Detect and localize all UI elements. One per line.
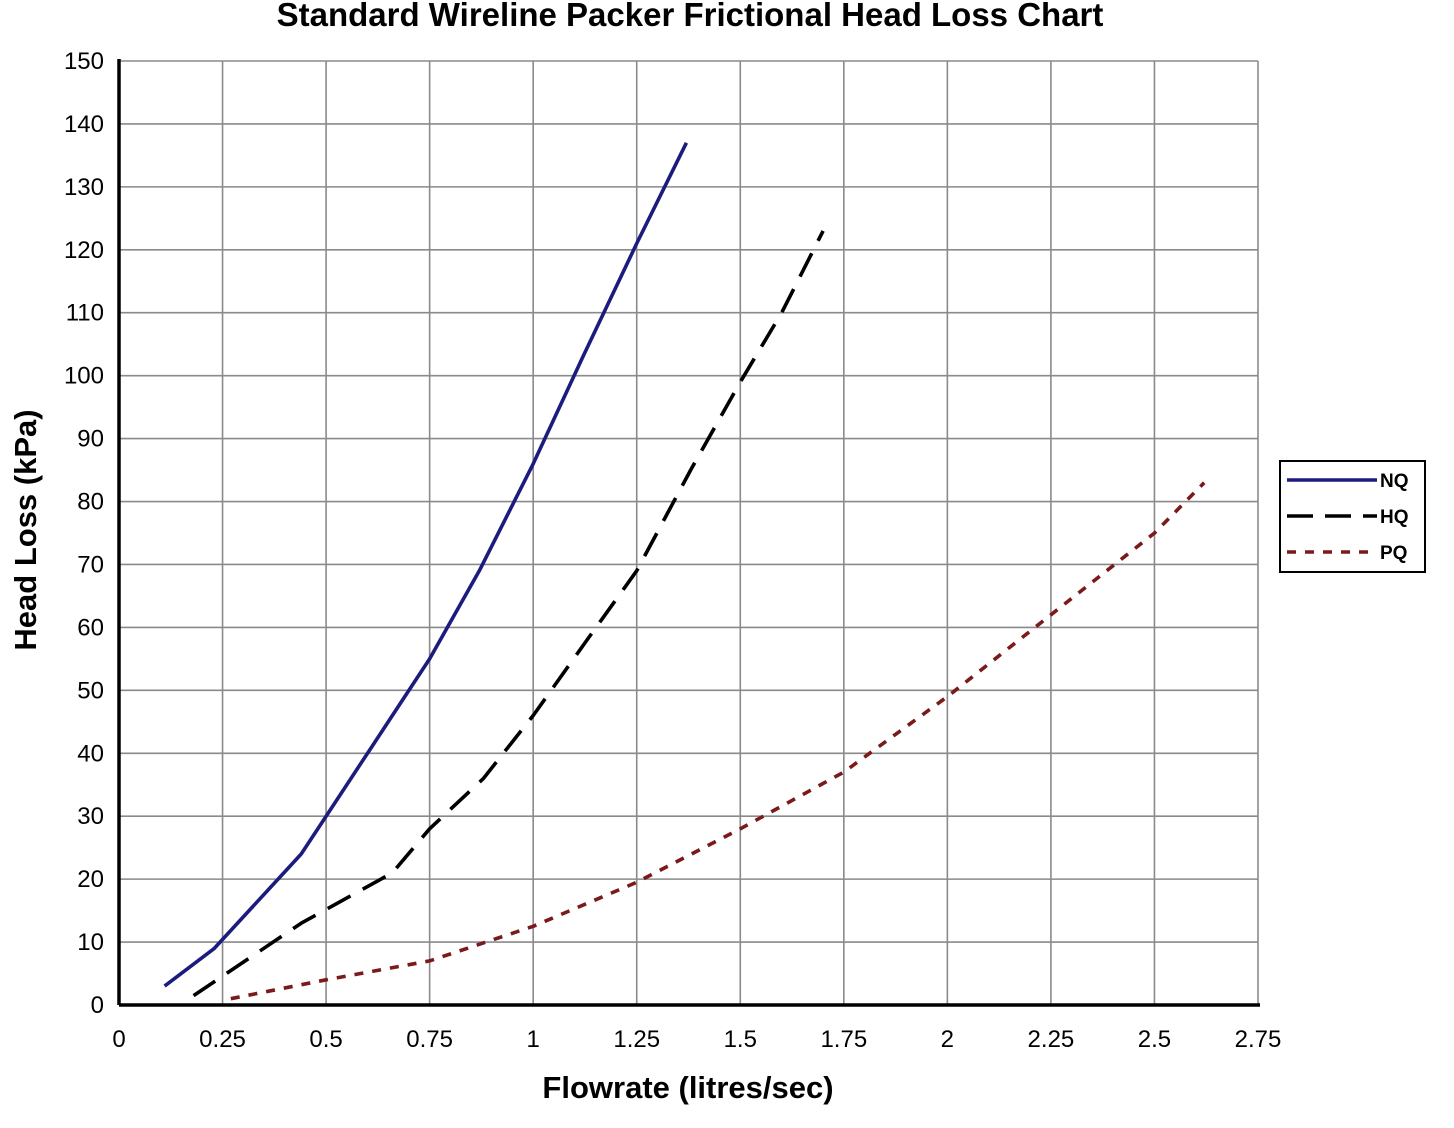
y-tick-label: 130	[64, 174, 104, 201]
y-tick-label: 80	[77, 489, 104, 516]
x-tick-labels: 0 0.25 0.5 0.75 1 1.25 1.5 1.75 2 2.25 2.5 2.75	[112, 1026, 1281, 1053]
y-tick-label: 10	[77, 929, 104, 956]
y-tick-label: 40	[77, 740, 104, 767]
x-tick-label: 2.5	[1138, 1026, 1171, 1053]
series-line-hq	[192, 230, 825, 998]
y-tick-label: 50	[77, 677, 104, 704]
x-axis-label: Flowrate (litres/sec)	[542, 1070, 833, 1105]
x-tick-label: 0.75	[406, 1026, 453, 1053]
series-line-nq	[163, 142, 689, 988]
y-tick-label: 100	[64, 363, 104, 390]
y-tick-label: 140	[64, 111, 104, 138]
y-tick-label: 60	[77, 614, 104, 641]
series-line-pq	[230, 481, 1206, 1001]
x-tick-label: 0.5	[309, 1026, 342, 1053]
y-tick-labels: 0 10 20 30 40 50 60 70 80 90 100 110 120 130 140 150	[64, 48, 104, 1019]
y-tick-label: 150	[64, 48, 104, 75]
chart-title: Standard Wireline Packer Frictional Head…	[277, 0, 1104, 33]
legend: NQ HQ PQ	[1279, 460, 1426, 573]
grid	[119, 60, 1259, 1005]
x-tick-label: 1.25	[613, 1026, 660, 1053]
y-tick-label: 110	[66, 300, 104, 327]
legend-label-hq: HQ	[1380, 507, 1409, 528]
x-tick-label: 1	[527, 1026, 540, 1053]
y-tick-label: 20	[77, 866, 104, 893]
y-tick-label: 70	[77, 551, 104, 578]
axes	[117, 59, 1260, 1007]
legend-label-nq: NQ	[1380, 471, 1409, 492]
x-tick-label: 2.25	[1028, 1026, 1075, 1053]
y-tick-label: 0	[91, 992, 104, 1019]
y-axis-label: Head Loss (kPa)	[8, 409, 43, 650]
x-tick-label: 0	[112, 1026, 125, 1053]
x-tick-label: 2	[941, 1026, 954, 1053]
legend-label-pq: PQ	[1380, 543, 1407, 564]
x-tick-label: 0.25	[199, 1026, 246, 1053]
x-tick-label: 2.75	[1235, 1026, 1282, 1053]
y-tick-label: 30	[77, 803, 104, 830]
y-tick-label: 90	[77, 426, 104, 453]
x-tick-label: 1.75	[820, 1026, 867, 1053]
series-layer	[163, 142, 1206, 1001]
y-tick-label: 120	[64, 237, 104, 264]
x-tick-label: 1.5	[724, 1026, 757, 1053]
